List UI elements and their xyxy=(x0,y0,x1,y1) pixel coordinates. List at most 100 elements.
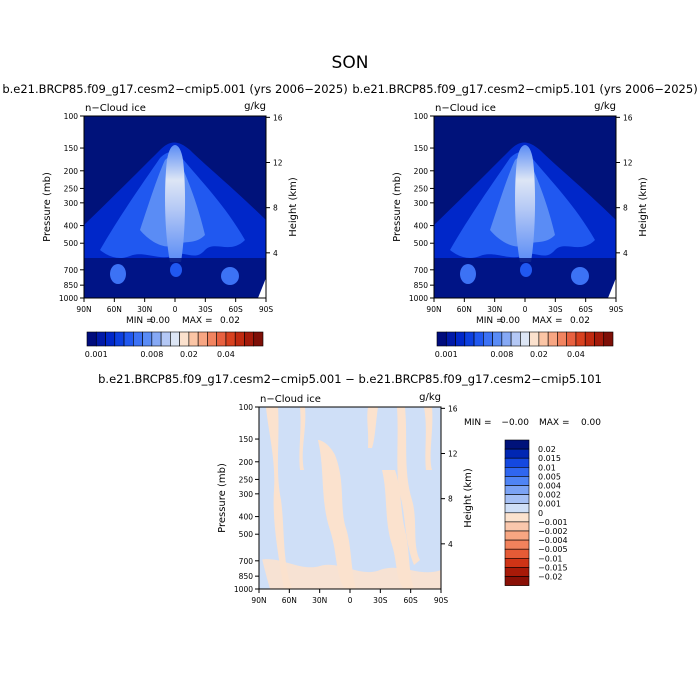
panel-2-colorbar-swatch xyxy=(483,331,493,347)
panel-3-colorbar-swatch xyxy=(504,530,530,541)
panel-1-title: b.e21.BRCP85.f09_g17.cesm2−cmip5.001 (yr… xyxy=(2,82,347,96)
panel-2-colorbar-swatch xyxy=(594,331,605,347)
panel-3-colorbar-swatch xyxy=(504,521,530,532)
panel-3-colorbar-swatch xyxy=(504,503,530,514)
panel-1-colorbar-swatch xyxy=(142,331,153,347)
panel-2-ylabel-right: Height (km) xyxy=(638,177,649,237)
panel-2-colorbar-swatch xyxy=(566,331,577,347)
panel-3-ylabel-right: Height (km) xyxy=(463,468,474,528)
panel-1-corner-label: n−Cloud ice xyxy=(85,103,146,114)
panel-3-colorbar-swatch xyxy=(504,457,530,468)
panel-1-colorbar-swatch xyxy=(151,331,162,347)
panel-3-min-value: −0.00 xyxy=(501,418,529,428)
panel-1-colorbar-swatch xyxy=(188,331,199,347)
panel-2-y-tick-label: 150 xyxy=(414,144,429,153)
panel-1-x-tick-label: 30N xyxy=(137,305,152,314)
panel-1-x-tick-label: 90S xyxy=(259,305,274,314)
panel-3-colorbar-label: 0.015 xyxy=(538,454,561,463)
panel-3-colorbar-label: −0.005 xyxy=(538,545,568,554)
panel-2-colorbar-swatch xyxy=(501,331,512,347)
panel-3-right-tick-label: 8 xyxy=(448,495,453,504)
panel-2-colorbar-label: 0.04 xyxy=(567,350,585,359)
panel-2-min-value: 0.00 xyxy=(500,316,520,326)
panel-1: b.e21.BRCP85.f09_g17.cesm2−cmip5.001 (yr… xyxy=(2,82,348,299)
panel-2-max-label: MAX = xyxy=(532,316,563,326)
panel-2-y-tick-label: 250 xyxy=(414,184,429,193)
panel-3-colorbar-swatch xyxy=(504,576,530,586)
panel-3-x-tick-label: 90S xyxy=(434,596,449,605)
panel-1-right-tick-label: 4 xyxy=(273,249,278,258)
panel-3-max-label: MAX = xyxy=(539,418,570,428)
panel-1-max-label: MAX = xyxy=(182,316,213,326)
panel-1-colorbar-swatch xyxy=(244,331,255,347)
panel-1-colorbar-swatch xyxy=(123,331,134,347)
panel-3-colorbar-swatch xyxy=(504,567,530,577)
panel-1-right-tick-label: 16 xyxy=(273,113,283,122)
panel-2-y-tick-label: 300 xyxy=(414,199,429,208)
panel-1-colorbar-swatch xyxy=(179,331,190,347)
panel-1-y-tick-label: 200 xyxy=(64,167,79,176)
panel-2-colorbar-swatch xyxy=(492,331,503,347)
panel-3-colorbar-label: −0.001 xyxy=(538,518,568,527)
panel-2-colorbar-swatch xyxy=(584,331,595,347)
panel-1-colorbar-swatch xyxy=(197,331,208,347)
panel-3-y-tick-label: 500 xyxy=(239,530,254,539)
panel-3-x-tick-label: 60S xyxy=(404,596,419,605)
panel-3-colorbar-label: 0.002 xyxy=(538,491,561,500)
panel-1-y-tick-label: 400 xyxy=(64,222,79,231)
panel-2-colorbar-swatch xyxy=(510,331,521,347)
panel-1-colorbar-label: 0.008 xyxy=(140,350,163,359)
panel-2-colorbar-swatch xyxy=(464,331,475,347)
panel-1-colorbar-swatch xyxy=(253,331,264,347)
panel-2-colorbar-swatch xyxy=(603,331,614,347)
panel-3-max-value: 0.00 xyxy=(581,418,601,428)
panel-1-colorbar-swatch xyxy=(216,331,227,347)
panel-3-right-tick-label: 4 xyxy=(448,540,453,549)
panel-3-units: g/kg xyxy=(419,392,441,403)
panel-2-x-tick-label: 30N xyxy=(487,305,502,314)
panel-1-min-label: MIN = xyxy=(126,316,154,326)
panel-3-y-tick-label: 250 xyxy=(239,475,254,484)
panel-2-ylabel: Pressure (mb) xyxy=(392,172,403,242)
panel-1-y-tick-label: 100 xyxy=(64,112,79,121)
panel-2-y-tick-label: 700 xyxy=(414,266,429,275)
panel-3-corner-label: n−Cloud ice xyxy=(260,394,321,405)
panel-1-y-tick-label: 700 xyxy=(64,266,79,275)
panel-3-colorbar-swatch xyxy=(504,439,530,450)
panel-2-y-tick-label: 200 xyxy=(414,167,429,176)
panel-2-y-tick-label: 1000 xyxy=(409,294,428,303)
panel-3-colorbar-label: 0.004 xyxy=(538,482,561,491)
panel-2-colorbar-swatch xyxy=(529,331,540,347)
panel-1-colorbar-swatch xyxy=(160,331,171,347)
panel-1-colorbar-swatch xyxy=(86,331,97,347)
panel-3-colorbar-label: −0.015 xyxy=(538,563,568,572)
panel-2-x-tick-label: 30S xyxy=(548,305,563,314)
panel-3-x-tick-label: 30S xyxy=(373,596,388,605)
panel-1-x-tick-label: 30S xyxy=(198,305,213,314)
panel-3-colorbar-label: −0.004 xyxy=(538,536,568,545)
panel-3-y-tick-label: 150 xyxy=(239,435,254,444)
panel-1-y-tick-label: 150 xyxy=(64,144,79,153)
panel-2-x-tick-label: 60N xyxy=(457,305,472,314)
panel-3: b.e21.BRCP85.f09_g17.cesm2−cmip5.001 − b… xyxy=(98,372,602,590)
panel-2-y-tick-label: 400 xyxy=(414,222,429,231)
panel-3-colorbar-swatch xyxy=(504,539,530,550)
panel-3-right-tick-label: 16 xyxy=(448,404,458,413)
panel-1-colorbar-swatch xyxy=(133,331,143,347)
panel-1-right-tick-label: 8 xyxy=(273,204,278,213)
panel-2-colorbar-swatch xyxy=(538,331,549,347)
panel-1-field xyxy=(84,116,266,298)
panel-2-x-tick-label: 0 xyxy=(523,305,528,314)
panel-3-colorbar-swatch xyxy=(504,548,530,559)
panel-2-right-tick-label: 16 xyxy=(623,113,633,122)
panel-1-colorbar-label: 0.001 xyxy=(85,350,108,359)
panel-3-colorbar-label: 0.001 xyxy=(538,500,561,509)
panel-2-colorbar-swatch xyxy=(575,331,586,347)
panel-1-colorbar-swatch xyxy=(207,331,217,347)
panel-1-y-tick-label: 1000 xyxy=(59,294,78,303)
panel-2-colorbar-label: 0.001 xyxy=(435,350,458,359)
page-title: SON xyxy=(332,53,369,73)
panel-3-y-tick-label: 850 xyxy=(239,572,254,581)
panel-3-y-tick-label: 100 xyxy=(239,403,254,412)
